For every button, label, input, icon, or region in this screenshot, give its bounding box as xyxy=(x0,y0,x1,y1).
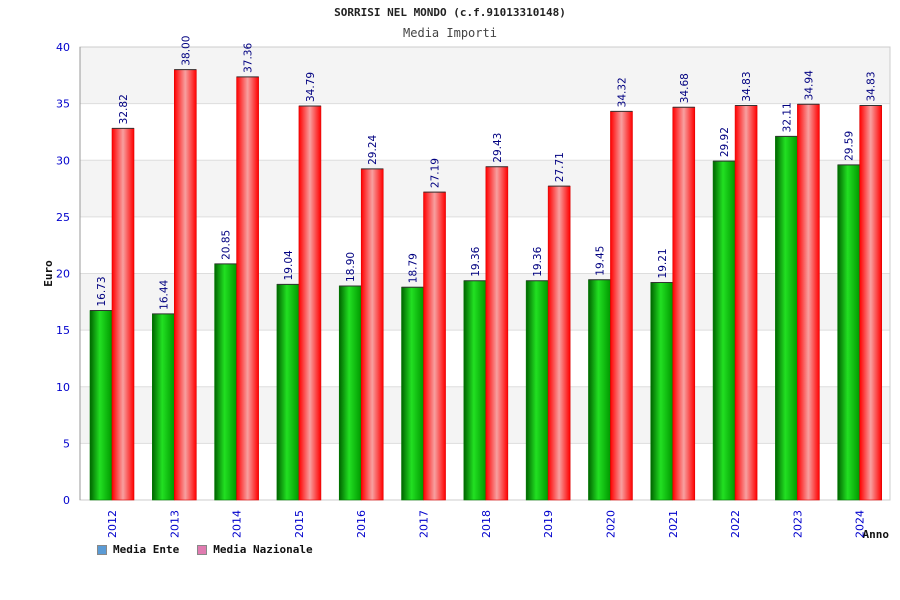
bar-media-nazionale xyxy=(298,105,322,501)
bar-media-ente xyxy=(276,284,300,501)
y-tick-label: 35 xyxy=(56,98,70,111)
x-tick-label: 2016 xyxy=(355,510,368,538)
y-tick-label: 20 xyxy=(56,268,70,281)
x-tick-label: 2017 xyxy=(418,510,431,538)
legend-label-media-nazionale: Media Nazionale xyxy=(213,543,313,556)
bar-media-ente xyxy=(712,160,736,501)
x-tick-label: 2019 xyxy=(542,510,555,538)
bar-media-nazionale xyxy=(734,105,758,501)
data-label: 16.44 xyxy=(158,279,170,309)
x-axis-title: Anno xyxy=(863,528,890,541)
data-label: 37.36 xyxy=(243,43,255,73)
bar-media-ente xyxy=(214,263,237,501)
data-label: 27.71 xyxy=(554,152,566,182)
data-label: 16.73 xyxy=(96,276,108,306)
bar-media-ente xyxy=(650,282,674,501)
legend-label-media-ente: Media Ente xyxy=(113,543,180,556)
bar-media-ente xyxy=(401,286,424,501)
data-label: 34.94 xyxy=(803,70,815,100)
legend-item-media-ente: Media Ente xyxy=(97,543,179,556)
bar-media-nazionale xyxy=(859,105,882,501)
x-tick-label: 2015 xyxy=(293,510,306,538)
bar-media-nazionale xyxy=(423,191,446,501)
y-axis-title: Euro xyxy=(42,260,55,287)
bar-media-nazionale xyxy=(360,168,384,501)
bar-media-nazionale xyxy=(236,76,259,501)
legend-item-media-nazionale: Media Nazionale xyxy=(197,543,313,556)
x-tick-label: 2024 xyxy=(854,510,867,538)
data-label: 29.24 xyxy=(367,134,379,164)
data-label: 34.79 xyxy=(305,72,317,102)
legend-swatch-media-ente xyxy=(97,544,107,555)
data-label: 34.32 xyxy=(616,77,628,107)
x-tick-label: 2018 xyxy=(480,510,493,538)
plot-band xyxy=(80,216,890,274)
y-tick-label: 25 xyxy=(56,211,70,224)
data-label: 38.00 xyxy=(180,36,192,66)
x-tick-label: 2022 xyxy=(729,510,742,538)
bar-media-nazionale xyxy=(111,128,135,501)
data-label: 29.43 xyxy=(492,133,504,163)
data-label: 19.04 xyxy=(283,250,295,280)
plot-band xyxy=(80,103,890,161)
plot-band xyxy=(80,47,890,104)
bar-media-ente xyxy=(463,280,487,501)
y-tick-label: 15 xyxy=(56,324,70,337)
bar-media-nazionale xyxy=(547,185,571,501)
bar-media-ente xyxy=(837,164,860,501)
y-tick-label: 40 xyxy=(56,41,70,54)
x-tick-label: 2023 xyxy=(791,510,804,538)
bar-media-ente xyxy=(775,136,798,501)
data-label: 32.11 xyxy=(781,102,793,132)
y-tick-label: 30 xyxy=(56,154,70,167)
data-label: 27.19 xyxy=(430,158,442,188)
chart-title: SORRISI NEL MONDO (c.f.91013310148) xyxy=(334,6,566,19)
data-label: 29.92 xyxy=(719,127,731,157)
data-label: 19.45 xyxy=(594,246,606,276)
data-label: 18.90 xyxy=(345,252,357,282)
data-label: 34.83 xyxy=(741,71,753,101)
legend: Media Ente Media Nazionale xyxy=(97,543,313,556)
x-tick-label: 2014 xyxy=(231,510,244,538)
data-label: 34.83 xyxy=(866,71,878,101)
plot-band xyxy=(80,160,890,217)
y-tick-label: 0 xyxy=(63,494,70,507)
bar-media-ente xyxy=(152,313,175,501)
bar-media-nazionale xyxy=(174,69,197,501)
bar-media-ente xyxy=(525,280,549,501)
x-tick-label: 2012 xyxy=(106,510,119,538)
x-tick-label: 2013 xyxy=(168,510,181,538)
bar-media-nazionale xyxy=(672,106,696,501)
x-tick-label: 2020 xyxy=(604,510,617,538)
data-label: 19.36 xyxy=(470,246,482,276)
data-label: 18.79 xyxy=(408,253,420,283)
y-tick-label: 5 xyxy=(63,437,70,450)
bar-media-nazionale xyxy=(797,104,820,501)
data-label: 19.36 xyxy=(532,246,544,276)
data-label: 29.59 xyxy=(844,131,856,161)
data-label: 20.85 xyxy=(221,230,233,260)
bar-media-nazionale xyxy=(610,111,633,501)
bar-media-ente xyxy=(89,310,113,501)
x-tick-label: 2021 xyxy=(667,510,680,538)
bar-media-ente xyxy=(338,285,362,501)
y-tick-label: 10 xyxy=(56,381,70,394)
chart-subtitle: Media Importi xyxy=(403,26,497,40)
data-label: 32.82 xyxy=(118,94,130,124)
legend-swatch-media-nazionale xyxy=(197,544,208,555)
bar-media-nazionale xyxy=(485,166,509,501)
bar-media-ente xyxy=(588,279,611,501)
data-label: 19.21 xyxy=(657,248,669,278)
data-label: 34.68 xyxy=(679,73,691,103)
